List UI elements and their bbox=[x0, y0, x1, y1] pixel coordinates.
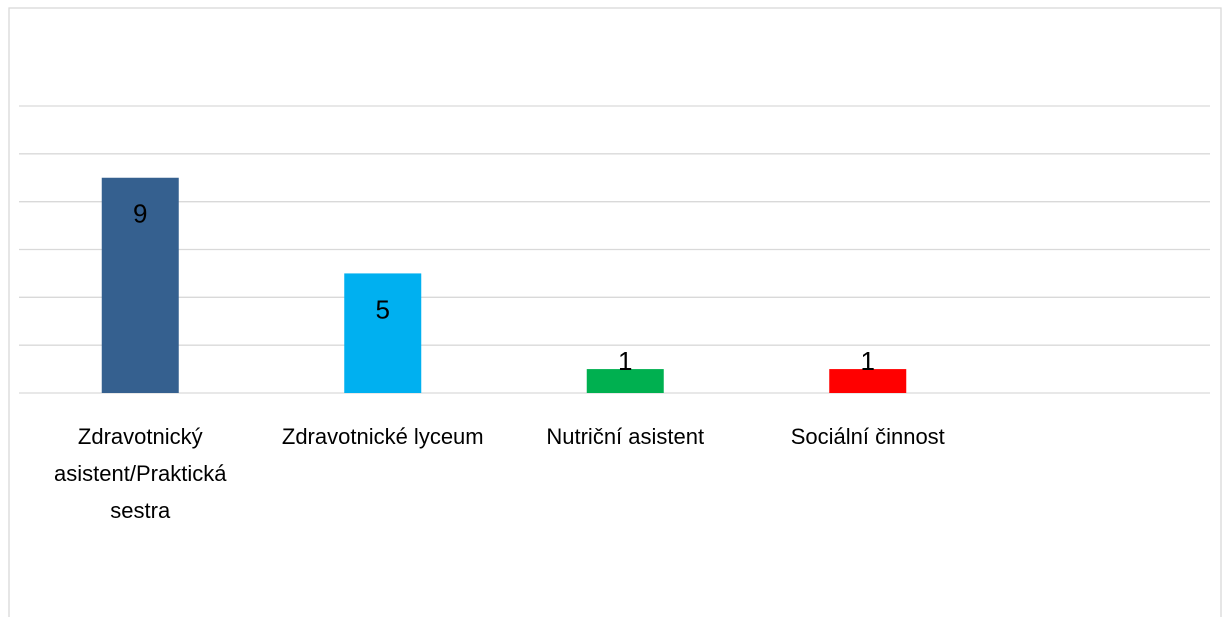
bar bbox=[586, 369, 664, 393]
bar bbox=[344, 273, 422, 393]
data-label: 1 bbox=[861, 346, 875, 376]
data-label: 9 bbox=[133, 199, 147, 229]
data-label: 5 bbox=[376, 294, 390, 324]
chart-frame bbox=[8, 7, 1222, 617]
data-label: 1 bbox=[618, 346, 632, 376]
x-tick-label: Nutriční asistent bbox=[546, 424, 704, 449]
x-tick-label: Zdravotnické lyceum bbox=[282, 424, 484, 449]
x-tick-label: Zdravotnický asistent/Praktická sestra bbox=[54, 424, 227, 523]
bar bbox=[101, 177, 179, 393]
x-tick-label: Sociální činnost bbox=[791, 424, 945, 449]
bar bbox=[829, 369, 907, 393]
